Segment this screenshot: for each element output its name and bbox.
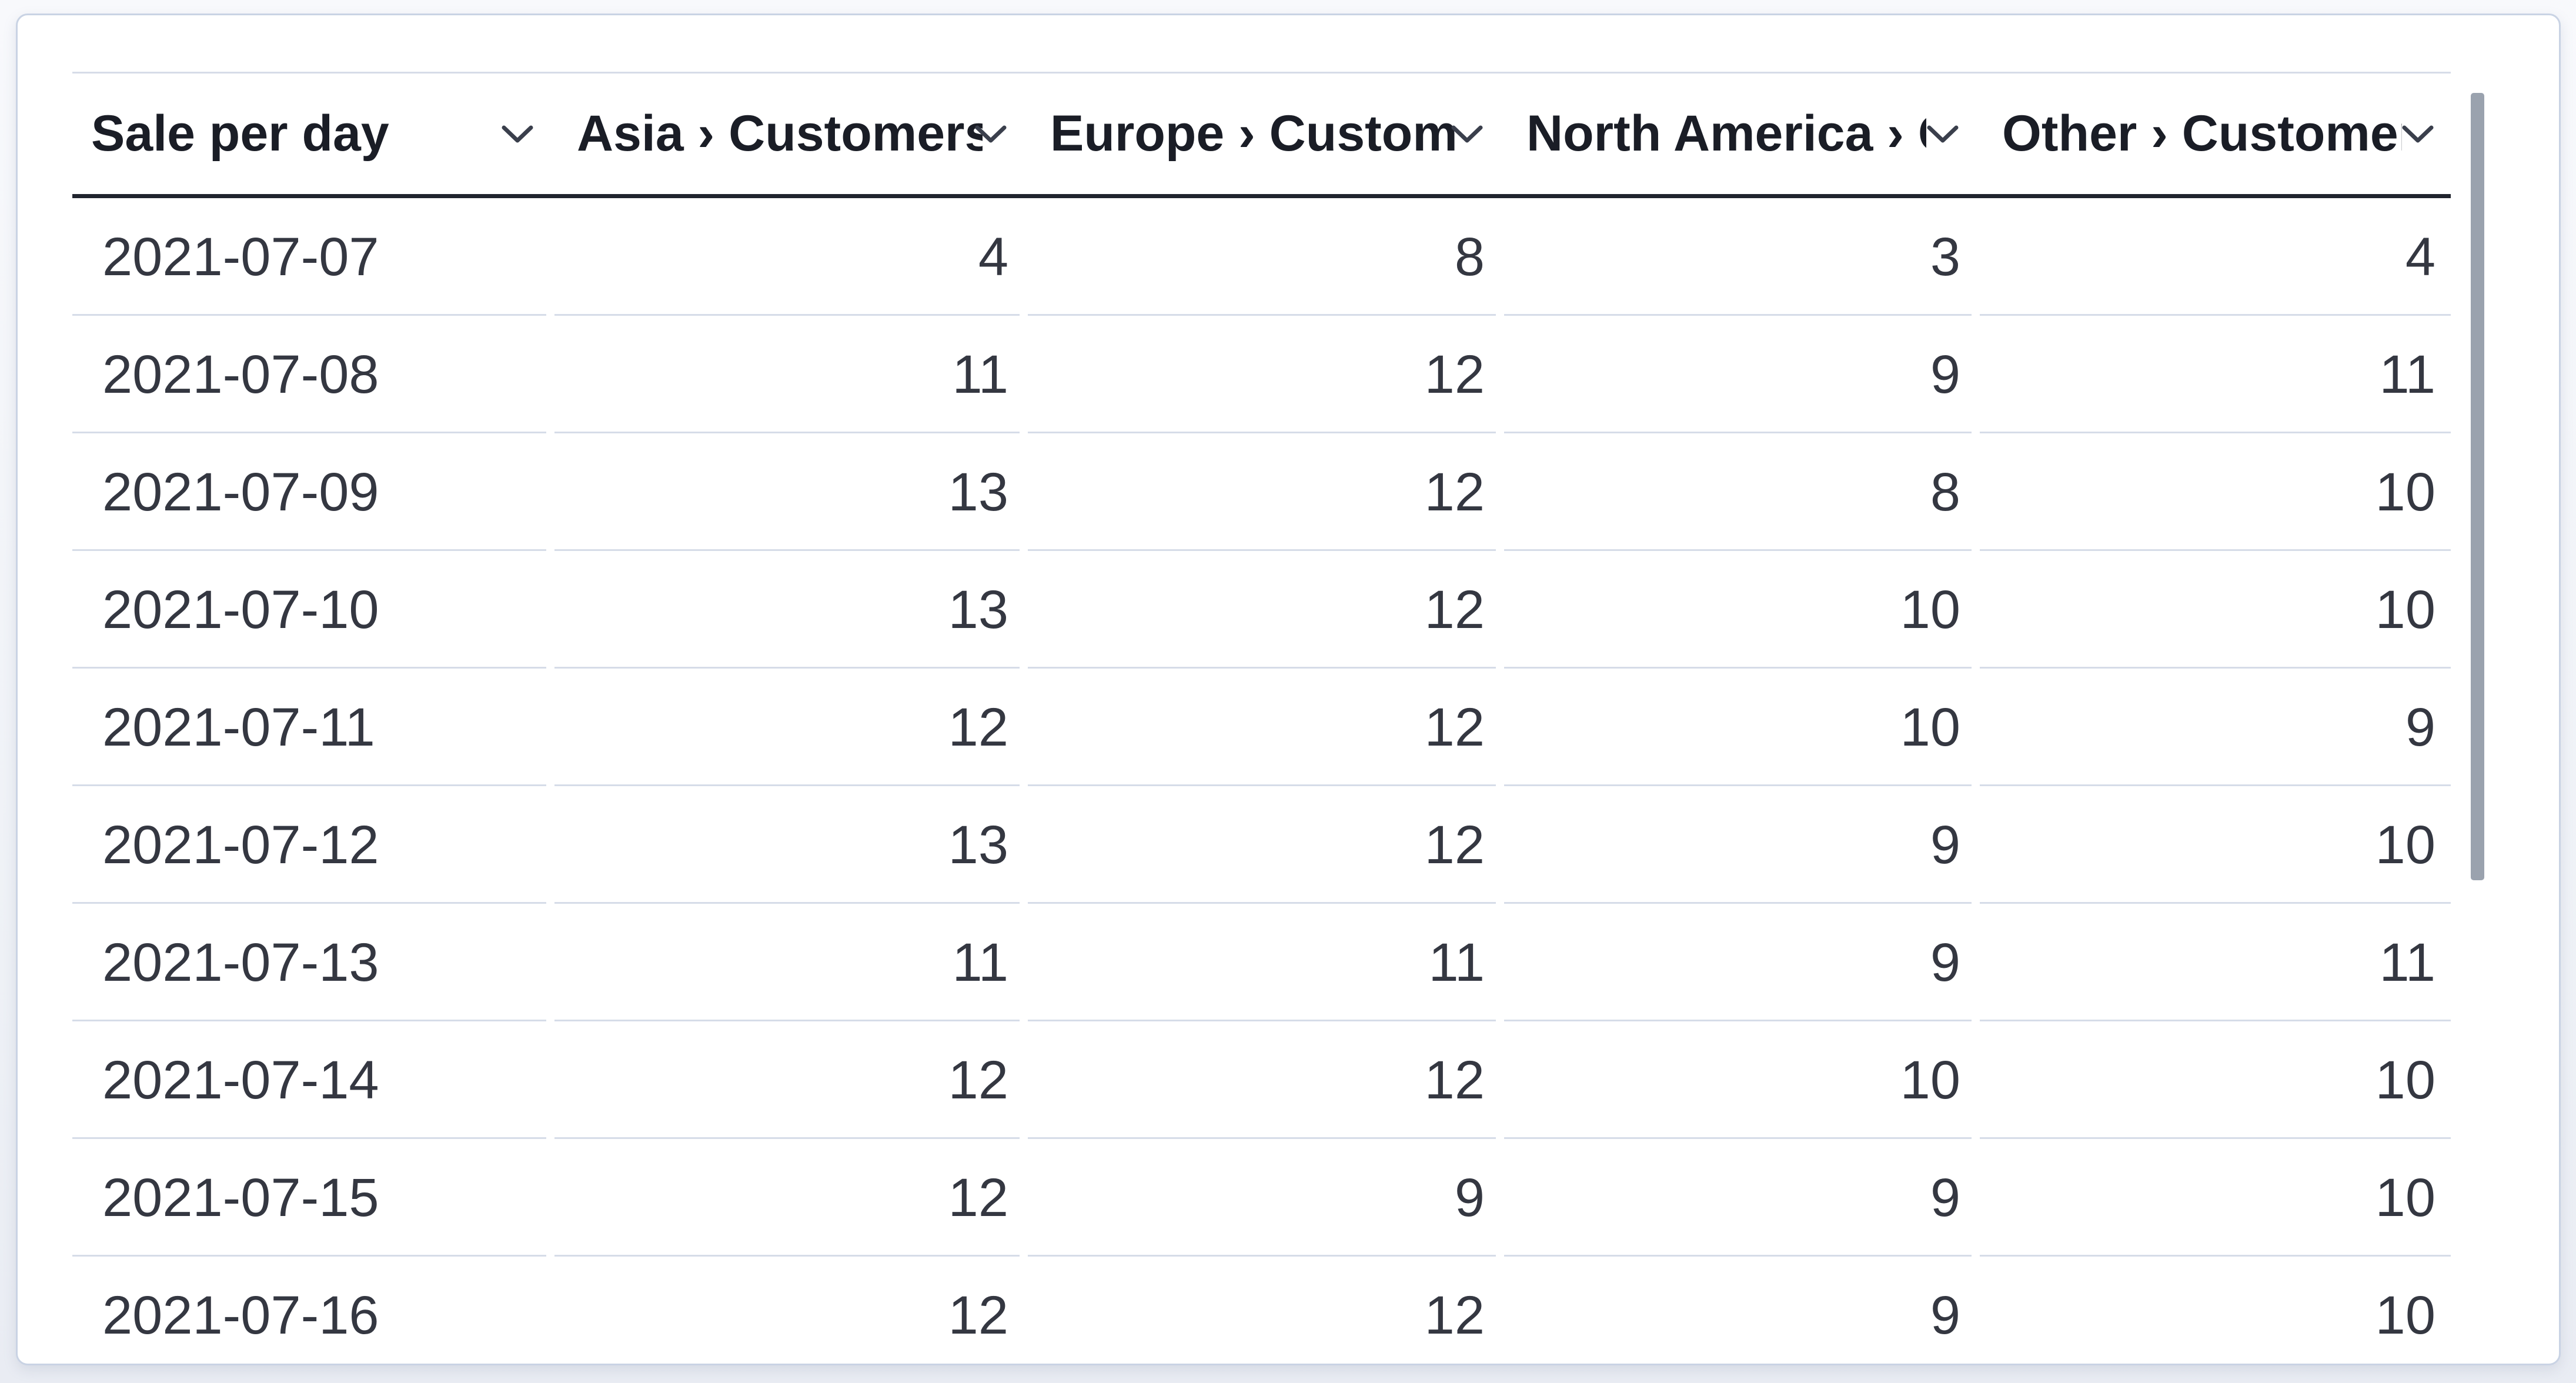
cell-north-america: 10: [1500, 551, 1976, 669]
cell-north-america: 9: [1500, 316, 1976, 433]
table-row: 2021-07-12 13 12 9 10: [72, 786, 2451, 904]
cell-europe: 12: [1024, 786, 1500, 904]
cell-north-america: 9: [1500, 1257, 1976, 1364]
cell-date: 2021-07-07: [72, 198, 550, 316]
cell-asia: 11: [550, 904, 1024, 1021]
data-grid: Sale per day Asia › Customers Europe › C…: [72, 72, 2451, 1364]
table-row: 2021-07-08 11 12 9 11: [72, 316, 2451, 433]
chevron-down-icon: [2402, 125, 2434, 142]
cell-date: 2021-07-14: [72, 1021, 550, 1139]
cell-asia: 13: [550, 433, 1024, 551]
table-header-row: Sale per day Asia › Customers Europe › C…: [72, 72, 2451, 198]
cell-date: 2021-07-09: [72, 433, 550, 551]
cell-europe: 12: [1024, 669, 1500, 786]
cell-asia: 12: [550, 1139, 1024, 1257]
cell-asia: 12: [550, 1257, 1024, 1364]
table-row: 2021-07-13 11 11 9 11: [72, 904, 2451, 1021]
table-row: 2021-07-16 12 12 9 10: [72, 1257, 2451, 1364]
cell-north-america: 9: [1500, 786, 1976, 904]
cell-europe: 11: [1024, 904, 1500, 1021]
table-row: 2021-07-15 12 9 9 10: [72, 1139, 2451, 1257]
cell-other: 10: [1976, 433, 2451, 551]
column-header-north-america-customers[interactable]: North America › Customers: [1500, 74, 1976, 194]
cell-other: 11: [1976, 316, 2451, 433]
column-header-other-customers[interactable]: Other › Customers: [1976, 74, 2451, 194]
cell-north-america: 3: [1500, 198, 1976, 316]
column-header-label: Other › Customers: [2002, 105, 2402, 162]
column-header-label: Sale per day: [91, 105, 389, 162]
column-header-label: Europe › Customers: [1050, 105, 1459, 162]
cell-other: 10: [1976, 1257, 2451, 1364]
cell-europe: 9: [1024, 1139, 1500, 1257]
cell-date: 2021-07-13: [72, 904, 550, 1021]
cell-other: 10: [1976, 1139, 2451, 1257]
cell-north-america: 8: [1500, 433, 1976, 551]
cell-europe: 12: [1024, 1021, 1500, 1139]
cell-asia: 4: [550, 198, 1024, 316]
cell-date: 2021-07-11: [72, 669, 550, 786]
cell-europe: 8: [1024, 198, 1500, 316]
cell-date: 2021-07-12: [72, 786, 550, 904]
cell-other: 9: [1976, 669, 2451, 786]
table-row: 2021-07-10 13 12 10 10: [72, 551, 2451, 669]
cell-other: 10: [1976, 786, 2451, 904]
cell-date: 2021-07-08: [72, 316, 550, 433]
vertical-scrollbar-thumb[interactable]: [2471, 93, 2484, 880]
chevron-down-icon: [1451, 125, 1483, 142]
column-header-sale-per-day[interactable]: Sale per day: [72, 74, 550, 194]
table-row: 2021-07-14 12 12 10 10: [72, 1021, 2451, 1139]
cell-date: 2021-07-10: [72, 551, 550, 669]
chevron-down-icon: [1927, 125, 1959, 142]
cell-date: 2021-07-15: [72, 1139, 550, 1257]
cell-asia: 12: [550, 1021, 1024, 1139]
cell-north-america: 9: [1500, 1139, 1976, 1257]
cell-europe: 12: [1024, 1257, 1500, 1364]
cell-asia: 11: [550, 316, 1024, 433]
table-row: 2021-07-07 4 8 3 4: [72, 198, 2451, 316]
table-row: 2021-07-09 13 12 8 10: [72, 433, 2451, 551]
cell-north-america: 9: [1500, 904, 1976, 1021]
cell-asia: 13: [550, 551, 1024, 669]
table-row: 2021-07-11 12 12 10 9: [72, 669, 2451, 786]
column-header-asia-customers[interactable]: Asia › Customers: [550, 74, 1024, 194]
table-card: Sale per day Asia › Customers Europe › C…: [16, 14, 2561, 1365]
cell-north-america: 10: [1500, 1021, 1976, 1139]
column-header-label: North America › Customers: [1526, 105, 1926, 162]
cell-other: 10: [1976, 1021, 2451, 1139]
chevron-down-icon: [502, 125, 533, 142]
cell-europe: 12: [1024, 551, 1500, 669]
cell-asia: 12: [550, 669, 1024, 786]
cell-date: 2021-07-16: [72, 1257, 550, 1364]
cell-other: 10: [1976, 551, 2451, 669]
cell-other: 11: [1976, 904, 2451, 1021]
column-header-label: Asia › Customers: [577, 105, 983, 162]
cell-europe: 12: [1024, 316, 1500, 433]
column-header-europe-customers[interactable]: Europe › Customers: [1024, 74, 1500, 194]
cell-north-america: 10: [1500, 669, 1976, 786]
chevron-down-icon: [975, 125, 1007, 142]
cell-other: 4: [1976, 198, 2451, 316]
cell-europe: 12: [1024, 433, 1500, 551]
cell-asia: 13: [550, 786, 1024, 904]
